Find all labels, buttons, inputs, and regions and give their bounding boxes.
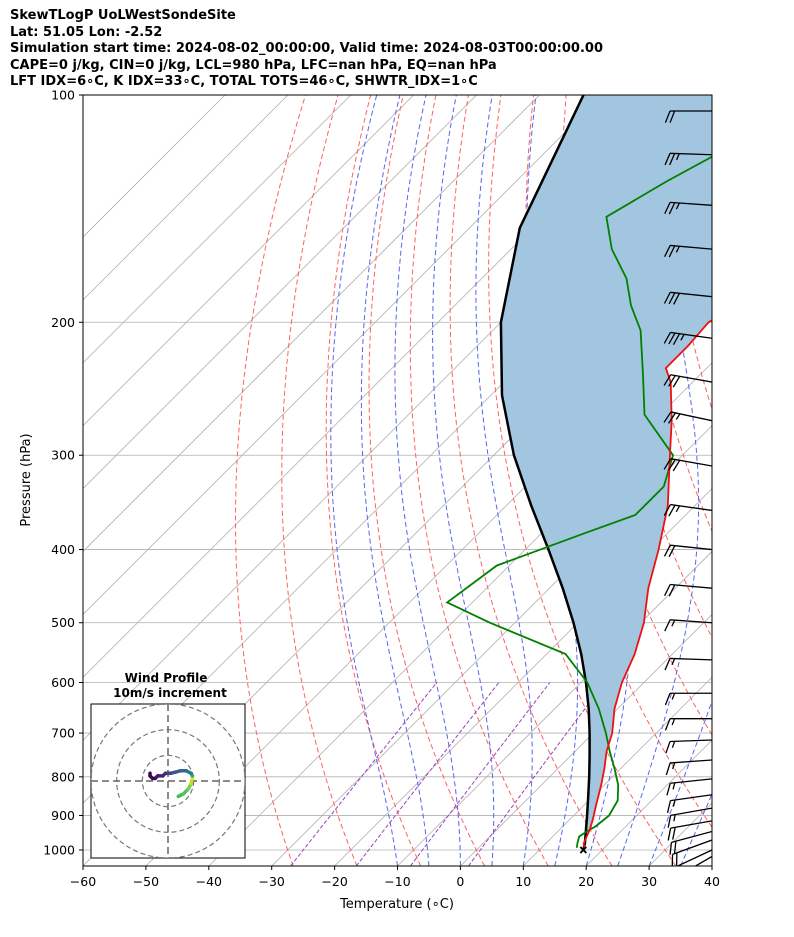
mixing-ratio-line: [355, 682, 500, 866]
isotherm-line: [397, 550, 712, 866]
moist-adiabat-line: [432, 95, 495, 866]
wind-barb: [666, 778, 712, 796]
wind-barb: [663, 374, 712, 388]
moist-adiabat-line: [648, 699, 712, 866]
wind-barb: [664, 110, 712, 123]
x-tick-label: 10: [515, 874, 531, 889]
moist-adiabat-line: [680, 792, 712, 866]
dry-adiabat-line: [762, 95, 794, 866]
y-tick-label: 100: [51, 88, 75, 103]
wind-barb: [663, 503, 712, 517]
isotherm-line: [334, 488, 712, 866]
moist-adiabat-line: [394, 95, 461, 866]
isotherm-line: [83, 95, 540, 553]
wind-barb: [664, 619, 712, 632]
location-line: Lat: 51.05 Lon: -2.52: [10, 24, 163, 40]
mixing-ratio-line: [290, 682, 438, 866]
y-tick-label: 300: [51, 448, 75, 463]
dry-adiabat-line: [368, 95, 485, 866]
wind-barb: [664, 583, 712, 597]
x-tick-label: 30: [641, 874, 657, 889]
x-tick-label: 0: [456, 874, 464, 889]
x-tick-label: 40: [704, 874, 720, 889]
wind-barb: [663, 458, 712, 472]
indices-line-1: CAPE=0 j/kg, CIN=0 j/kg, LCL=980 hPa, LF…: [10, 57, 497, 73]
wind-barb: [664, 718, 712, 731]
chart-title: SkewTLogP UoLWestSondeSite: [10, 8, 236, 23]
moist-adiabat-line: [475, 95, 533, 866]
wind-barb: [676, 849, 712, 866]
wind-barb: [664, 692, 712, 706]
x-tick-label: −20: [321, 874, 347, 889]
moist-adiabat-line: [711, 864, 712, 866]
y-tick-label: 400: [51, 542, 75, 557]
dry-adiabat-line: [488, 95, 677, 866]
x-tick-label: −10: [384, 874, 410, 889]
surface-parcel-marker: [579, 846, 587, 854]
wind-barb: [664, 152, 712, 166]
x-tick-label: −50: [133, 874, 159, 889]
wind-barb: [663, 411, 712, 424]
wind-barb: [665, 759, 712, 776]
indices-line-2: LFT IDX=6∘C, K IDX=33∘C, TOTAL TOTS=46∘C…: [10, 74, 478, 89]
isotherm-line: [83, 95, 352, 364]
isotherm-line: [83, 95, 226, 238]
hodograph-title: Wind Profile: [125, 671, 208, 685]
moist-adiabat-line: [360, 95, 430, 866]
wind-barb: [664, 244, 712, 258]
x-tick-label: −60: [70, 874, 96, 889]
wind-barb: [664, 657, 712, 671]
wind-barb: [669, 830, 712, 855]
hodograph-subtitle: 10m/s increment: [113, 686, 227, 700]
isotherm-line: [83, 95, 289, 301]
wind-barb: [666, 794, 712, 813]
y-axis-label: Pressure (hPa): [19, 433, 34, 526]
isotherm-line: [83, 95, 414, 427]
parcel-profile-line: [499, 95, 591, 851]
wind-barb: [671, 839, 712, 866]
wind-barb: [667, 807, 712, 828]
isotherm-line: [775, 95, 794, 866]
y-tick-label: 900: [51, 808, 75, 823]
isotherm-line: [83, 95, 603, 615]
wind-barb: [663, 331, 712, 345]
dry-adiabat-line: [449, 95, 613, 866]
isotherm-line: [711, 865, 712, 866]
y-tick-label: 1000: [43, 843, 75, 858]
wind-barb: [663, 544, 712, 558]
x-tick-label: −30: [259, 874, 285, 889]
isotherm-line: [523, 676, 712, 866]
y-tick-label: 600: [51, 675, 75, 690]
wind-barb: [663, 291, 712, 305]
moist-adiabat-line: [617, 95, 700, 866]
isotherm-line: [83, 95, 477, 490]
dry-adiabat-line: [281, 95, 358, 866]
y-tick-label: 200: [51, 315, 75, 330]
dry-adiabat-line: [409, 95, 549, 866]
temperature-line: [582, 319, 712, 848]
dry-adiabat-line: [729, 95, 794, 866]
dry-adiabat-line: [235, 95, 306, 866]
x-tick-label: 20: [578, 874, 594, 889]
mixing-ratio-line: [409, 682, 551, 866]
dry-adiabat-line: [663, 95, 712, 411]
wind-barb: [667, 820, 712, 841]
mixing-ratio-line: [468, 682, 605, 866]
y-tick-label: 700: [51, 726, 75, 741]
wind-barb: [664, 201, 712, 215]
wind-barb: [694, 855, 712, 866]
moist-adiabat-line: [330, 95, 398, 866]
x-axis-label: Temperature (∘C): [339, 897, 454, 912]
cin-shade-region: [500, 95, 712, 850]
time-line: Simulation start time: 2024-08-02_00:00:…: [10, 41, 603, 56]
chart-header: SkewTLogP UoLWestSondeSite Lat: 51.05 Lo…: [10, 8, 603, 91]
wind-barb: [665, 739, 712, 754]
dewpoint-line: [445, 155, 712, 848]
y-tick-label: 500: [51, 615, 75, 630]
x-tick-label: −40: [196, 874, 222, 889]
y-tick-label: 800: [51, 769, 75, 784]
